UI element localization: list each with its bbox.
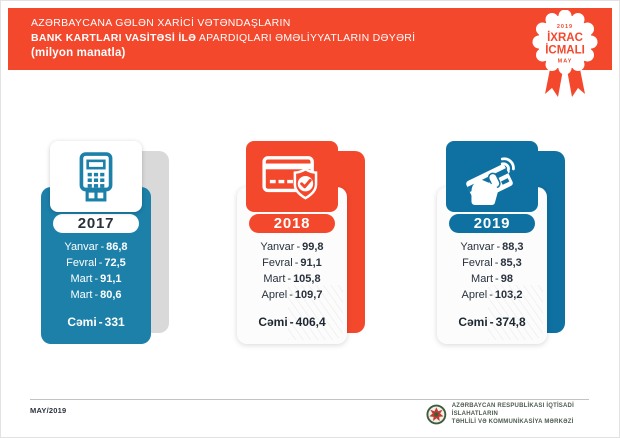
- year-card-2017: 2017 Yanvar -86,8 Fevral -72,5 Mart -91,1 M…: [41, 141, 171, 346]
- ixrac-icmali-badge: 2019 İXRAC İCMALI MAY: [527, 9, 603, 102]
- card-2019-year-pill: 2019: [449, 214, 535, 233]
- card-2019-iconbox: [446, 141, 538, 212]
- year-card-2019: 2019 Yanvar -88,3 Fevral -85,3 Mart -98 Apr…: [437, 141, 567, 346]
- header-line2: BANK KARTLARI VASİTƏSİ İLƏ APARDIQLARI Ə…: [31, 32, 612, 44]
- year-card-2018: 2018 Yanvar -99,8 Fevral -91,1 Mart -105,8 …: [237, 141, 367, 346]
- header-unit: (milyon manatla): [31, 47, 126, 59]
- state-emblem-icon: [426, 404, 447, 424]
- card-2018-body: 2018 Yanvar -99,8 Fevral -91,1 Mart -105,8 …: [237, 187, 347, 344]
- header-banner: AZƏRBAYCANA GƏLƏN XARİCİ VƏTƏNDAŞLARIN B…: [8, 8, 612, 70]
- card-2018-total: Cəmi -406,4: [258, 315, 326, 329]
- badge-month: MAY: [558, 59, 573, 65]
- month-row: Fevral -85,3: [462, 257, 522, 269]
- badge-year: 2019: [557, 24, 573, 30]
- card-2017-year-pill: 2017: [53, 214, 139, 233]
- card-2019-body: 2019 Yanvar -88,3 Fevral -85,3 Mart -98 Apr…: [437, 187, 547, 344]
- card-shield-icon: [262, 155, 318, 200]
- pos-terminal-icon: [79, 151, 113, 201]
- header-line2-bold: BANK KARTLARI VASİTƏSİ İLƏ: [31, 32, 197, 44]
- badge-title-1: İXRAC: [547, 31, 583, 44]
- footer-org-text: AZƏRBAYCAN RESPUBLİKASI İQTİSADİ İSLAHAT…: [452, 402, 620, 426]
- card-2019-rows: Yanvar -88,3 Fevral -85,3 Mart -98 Aprel -10…: [460, 239, 523, 303]
- month-row: Aprel -103,2: [461, 289, 523, 301]
- month-row: Mart -80,6: [70, 289, 122, 301]
- card-2017-iconbox: [50, 141, 142, 212]
- month-row: Yanvar -99,8: [260, 241, 324, 253]
- rosette-ribbon-icon: 2019 İXRAC İCMALI MAY: [532, 9, 598, 97]
- month-row: Mart -98: [471, 273, 513, 285]
- month-row: Yanvar -88,3: [460, 241, 524, 253]
- card-2017-rows: Yanvar -86,8 Fevral -72,5 Mart -91,1 Mart -8…: [64, 239, 127, 303]
- footer-divider: [30, 399, 589, 400]
- card-2017-body: 2017 Yanvar -86,8 Fevral -72,5 Mart -91,1 M…: [41, 187, 151, 344]
- month-row: Fevral -91,1: [262, 257, 322, 269]
- header-line2-rest: APARDIQLARI ƏMƏLİYYATLARIN DƏYƏRİ: [196, 32, 416, 44]
- footer-org-line1: AZƏRBAYCAN RESPUBLİKASI İQTİSADİ İSLAHAT…: [451, 403, 574, 417]
- month-row: Fevral -72,5: [66, 257, 126, 269]
- footer-organization: AZƏRBAYCAN RESPUBLİKASI İQTİSADİ İSLAHAT…: [426, 402, 620, 426]
- contactless-payment-icon: [466, 156, 515, 205]
- card-2019-total: Cəmi -374,8: [458, 315, 526, 329]
- badge-title-2: İCMALI: [545, 44, 585, 57]
- footer-date: MAY/2019: [30, 406, 67, 415]
- card-2018-rows: Yanvar -99,8 Fevral -91,1 Mart -105,8 Aprel…: [260, 239, 323, 303]
- month-row: Yanvar -86,8: [64, 241, 128, 253]
- header-line1: AZƏRBAYCANA GƏLƏN XARİCİ VƏTƏNDAŞLARIN: [31, 17, 291, 29]
- month-row: Aprel -109,7: [261, 289, 323, 301]
- card-2018-year-pill: 2018: [249, 214, 335, 233]
- month-row: Mart -91,1: [70, 273, 122, 285]
- card-2018-iconbox: [246, 141, 338, 212]
- card-2017-total: Cəmi -331: [67, 315, 125, 329]
- footer-org-line2: TƏHLİLİ VƏ KOMMUNİKASİYA MƏRKƏZİ: [451, 419, 574, 425]
- month-row: Mart -105,8: [263, 273, 321, 285]
